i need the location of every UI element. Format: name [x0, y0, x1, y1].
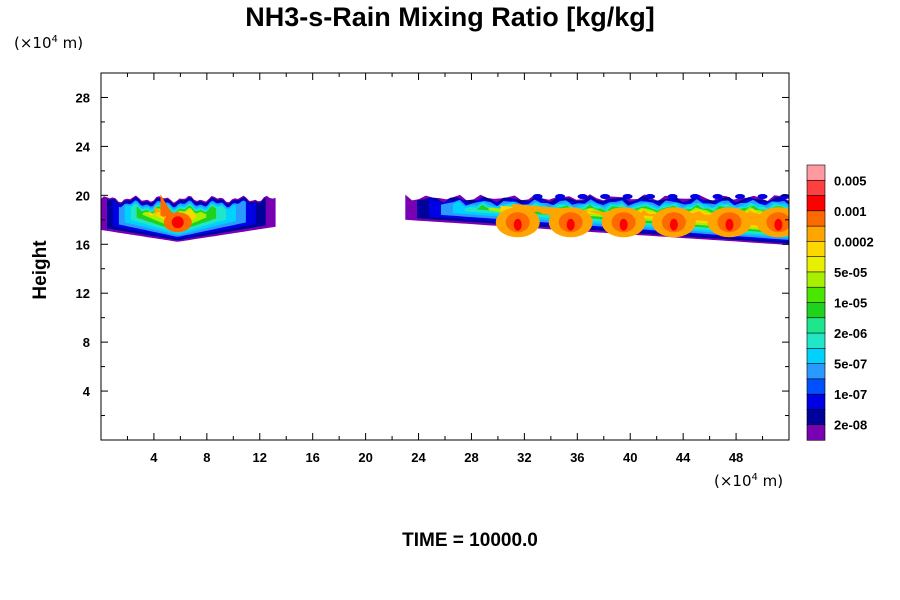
colorbar-swatch — [806, 363, 826, 380]
colorbar-label: 0.005 — [834, 173, 867, 188]
colorbar-swatch — [806, 195, 826, 212]
colorbar-swatch — [806, 271, 826, 288]
x-tick-label: 8 — [203, 450, 210, 465]
colorbar-swatch — [806, 332, 826, 349]
edge-cell — [622, 194, 633, 200]
colorbar-swatch — [806, 241, 826, 258]
contour-region-left — [160, 194, 177, 222]
colorbar-swatch — [806, 409, 826, 426]
colorbar-swatch — [806, 225, 826, 242]
edge-cell — [690, 194, 701, 200]
colorbar-label: 1e-07 — [834, 387, 867, 402]
y-tick-label: 12 — [76, 286, 90, 301]
x-axis-unit: (×104 m) — [714, 472, 784, 490]
contour-field — [101, 194, 789, 245]
colorbar-swatch — [806, 179, 826, 197]
colorbar-swatch — [806, 302, 826, 319]
colorbar-label: 2e-06 — [834, 326, 867, 341]
colorbar-label: 5e-07 — [834, 357, 867, 372]
colorbar-swatch — [806, 317, 826, 334]
colorbar-label: 0.0002 — [834, 234, 874, 249]
y-tick-label: 24 — [76, 139, 91, 154]
x-tick-label: 12 — [253, 450, 267, 465]
colorbar-swatch — [806, 256, 826, 273]
peak-core-right — [774, 218, 783, 231]
colorbar-swatch — [806, 210, 826, 227]
x-tick-label: 48 — [729, 450, 743, 465]
colorbar-swatch — [806, 348, 826, 365]
colorbar-swatch — [806, 286, 826, 304]
y-tick-label: 16 — [76, 237, 90, 252]
peak-core-right — [669, 218, 678, 231]
chart-title: NH3-s-Rain Mixing Ratio [kg/kg] — [245, 2, 655, 32]
edge-cell — [645, 194, 656, 200]
colorbar-label: 2e-08 — [834, 418, 867, 433]
plot-frame — [100, 72, 790, 441]
edge-cell — [600, 194, 611, 200]
peak-core-right — [725, 218, 734, 231]
colorbar-swatch — [806, 378, 826, 395]
edge-cell — [555, 194, 566, 200]
peak-core-right — [566, 218, 575, 231]
x-tick-label: 32 — [517, 450, 531, 465]
edge-cell — [757, 194, 768, 200]
x-tick-label: 20 — [358, 450, 372, 465]
colorbar-label: 5e-05 — [834, 265, 867, 280]
y-axis-unit: (×104 m) — [14, 34, 84, 52]
x-tick-label: 36 — [570, 450, 584, 465]
edge-cell — [532, 194, 543, 200]
colorbar-label: 0.001 — [834, 204, 867, 219]
peak-core-left — [171, 216, 184, 229]
time-label: TIME = 10000.0 — [402, 530, 538, 551]
peak-core-right — [619, 218, 628, 231]
edge-cell — [667, 194, 678, 200]
x-tick-label: 28 — [464, 450, 478, 465]
colorbar-swatch — [806, 424, 826, 441]
edge-cell — [735, 194, 746, 200]
colorbar-label: 1e-05 — [834, 296, 867, 311]
contour-region-right — [512, 203, 789, 229]
edge-cell — [577, 194, 588, 200]
edge-cell — [712, 194, 723, 200]
colorbar: 0.005 0.001 0.0002 5e-05 1e-05 2e-06 5e-07 1e-0… — [806, 164, 874, 441]
y-tick-label: 20 — [76, 188, 90, 203]
colorbar-swatch — [806, 393, 826, 411]
x-tick-label: 40 — [623, 450, 637, 465]
x-tick-label: 16 — [305, 450, 319, 465]
colorbar-swatch — [806, 164, 826, 181]
x-tick-label: 44 — [676, 450, 691, 465]
x-tick-label: 4 — [150, 450, 158, 465]
y-tick-label: 4 — [83, 384, 91, 399]
x-tick-label: 24 — [411, 450, 426, 465]
peak-core-right — [513, 218, 522, 231]
y-tick-label: 28 — [76, 90, 90, 105]
y-tick-label: 8 — [83, 335, 90, 350]
